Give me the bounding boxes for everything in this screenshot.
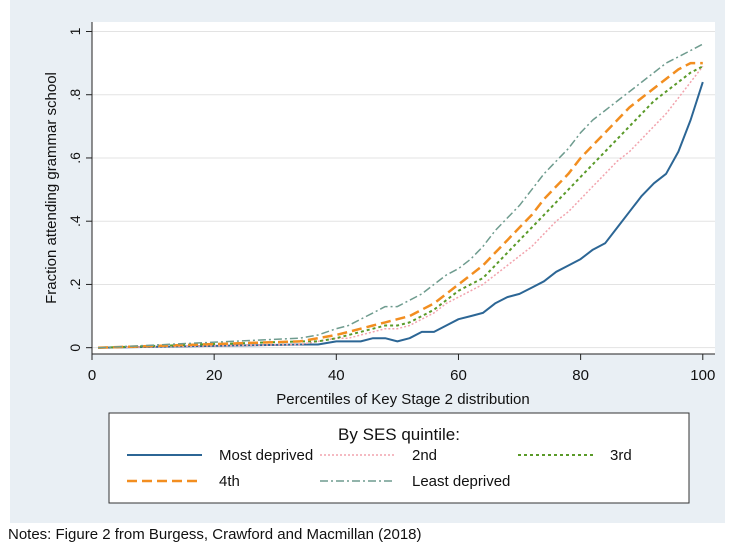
plot-area	[92, 22, 715, 354]
series-line-5	[98, 43, 704, 349]
series-line-1	[98, 81, 704, 349]
y-tick-label: .2	[67, 278, 83, 290]
y-tick-label: 1	[67, 27, 83, 35]
legend-title: By SES quintile:	[338, 425, 460, 444]
y-tick-label: .4	[67, 215, 83, 227]
x-tick-label: 80	[572, 367, 589, 384]
y-axis-label: Fraction attending grammar school	[43, 72, 60, 304]
legend-label-3: 3rd	[610, 447, 632, 464]
x-tick-label: 60	[450, 367, 467, 384]
x-tick-label: 20	[206, 367, 223, 384]
x-tick-label: 100	[690, 367, 715, 384]
legend-label-1: Most deprived	[219, 447, 313, 464]
grid-layer	[92, 30, 715, 349]
series-layer	[98, 43, 704, 349]
series-line-4	[98, 61, 703, 349]
chart-figure: 0 .2 .4 .6 .8 1 0 20 40 60 80 100 Percentiles of Ke…	[10, 0, 725, 523]
legend-label-5: Least deprived	[412, 473, 510, 490]
legend-items: Most deprived 2nd 3rd 4th Least deprived	[127, 447, 632, 490]
x-tick-label: 0	[88, 367, 96, 384]
legend-box	[108, 412, 690, 504]
axis-layer: 0 .2 .4 .6 .8 1 0 20 40 60 80 100	[67, 27, 715, 384]
legend-label-4: 4th	[219, 473, 240, 490]
y-tick-label: 0	[67, 344, 83, 352]
series-line-2	[98, 65, 704, 349]
legend-label-2: 2nd	[412, 447, 437, 464]
x-tick-label: 40	[328, 367, 345, 384]
x-axis-label: Percentiles of Key Stage 2 distribution	[276, 391, 529, 408]
chart-svg: 0 .2 .4 .6 .8 1 0 20 40 60 80 100 Percentiles of Ke…	[43, 22, 715, 504]
legend: By SES quintile: Most deprived 2nd 3rd 4th L…	[108, 412, 690, 504]
y-tick-label: .8	[67, 89, 83, 101]
figure-notes: Notes: Figure 2 from Burgess, Crawford a…	[8, 526, 422, 543]
y-tick-label: .6	[67, 152, 83, 164]
series-line-3	[98, 65, 704, 349]
